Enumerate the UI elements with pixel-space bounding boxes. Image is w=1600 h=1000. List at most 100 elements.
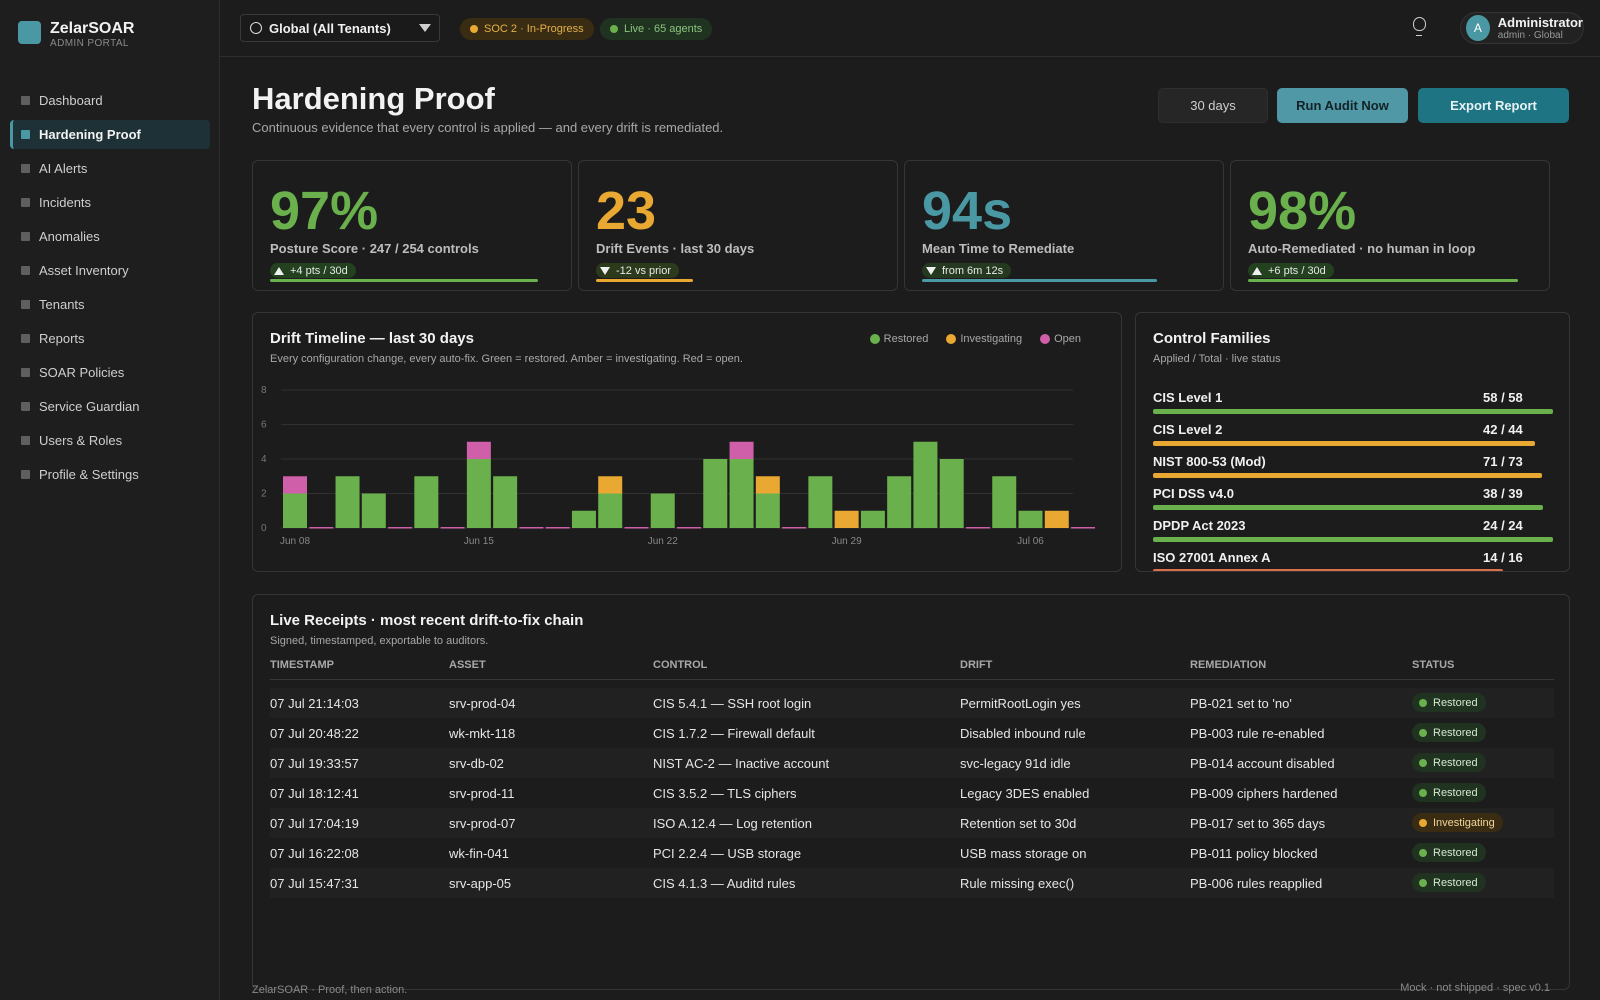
sidebar-item-label: Hardening Proof — [39, 127, 141, 142]
nav-square-icon — [21, 300, 30, 309]
cell-control: NIST AC-2 — Inactive account — [653, 756, 830, 771]
cell-remediation: PB-014 account disabled — [1190, 756, 1335, 771]
soc2-status-badge[interactable]: SOC 2 · In-Progress — [460, 18, 594, 40]
tenant-select[interactable]: Global (All Tenants) — [240, 14, 440, 42]
control-family-name: PCI DSS v4.0 — [1153, 486, 1234, 501]
control-families-card: Control Families Applied / Total · live … — [1135, 312, 1570, 572]
table-row[interactable]: 07 Jul 20:48:22 wk-mkt-118 CIS 1.7.2 — Fir… — [270, 718, 1554, 748]
y-tick-label: 6 — [261, 420, 267, 431]
bar-empty-marker — [1071, 527, 1096, 529]
sidebar-item-label: Asset Inventory — [39, 263, 129, 278]
sidebar-item-soar-policies[interactable]: SOAR Policies — [10, 358, 210, 387]
cell-control: PCI 2.2.4 — USB storage — [653, 846, 802, 861]
control-family-row[interactable]: ISO 27001 Annex A 14 / 16 — [1153, 550, 1553, 571]
column-header-control[interactable]: CONTROL — [653, 659, 708, 671]
status-label: Restored — [1433, 846, 1478, 859]
kpi-trend-badge: +4 pts / 30d — [270, 263, 356, 278]
table-row[interactable]: 07 Jul 15:47:31 srv-app-05 CIS 4.1.3 — Aud… — [270, 868, 1554, 898]
sidebar-item-users-roles[interactable]: Users & Roles — [10, 426, 210, 455]
legend-label: Restored — [883, 333, 929, 345]
sidebar-item-anomalies[interactable]: Anomalies — [10, 222, 210, 251]
run-audit-button[interactable]: Run Audit Now — [1277, 88, 1408, 123]
bar-restored — [860, 510, 885, 528]
control-family-progress-bar — [1153, 409, 1553, 414]
control-family-row[interactable]: CIS Level 1 58 / 58 — [1153, 390, 1553, 416]
kpi-value: 23 — [596, 181, 657, 241]
x-tick-label: Jun 15 — [464, 536, 494, 547]
cell-timestamp: 07 Jul 17:04:19 — [270, 816, 359, 831]
sidebar-item-reports[interactable]: Reports — [10, 324, 210, 353]
brand[interactable]: ZelarSOAR ADMIN PORTAL — [18, 20, 134, 50]
x-tick-label: Jul 06 — [1017, 536, 1044, 547]
table-row[interactable]: 07 Jul 17:04:19 srv-prod-07 ISO A.12.4 — L… — [270, 808, 1554, 838]
control-family-row[interactable]: CIS Level 2 42 / 44 — [1153, 422, 1553, 448]
tenant-select-value: Global (All Tenants) — [269, 20, 391, 36]
date-range-button[interactable]: 30 days — [1158, 88, 1268, 123]
sidebar-item-ai-alerts[interactable]: AI Alerts — [10, 154, 210, 183]
nav-square-icon — [21, 198, 30, 207]
column-header-asset[interactable]: ASSET — [449, 659, 486, 671]
sidebar-item-label: Tenants — [39, 297, 85, 312]
live-receipts-title: Live Receipts · most recent drift-to-fix… — [270, 612, 584, 629]
legend-item-open[interactable]: Open — [1040, 333, 1081, 345]
bar-restored — [1018, 510, 1043, 528]
live-receipts-subtitle: Signed, timestamped, exportable to audit… — [270, 635, 489, 647]
table-row[interactable]: 07 Jul 18:12:41 srv-prod-11 CIS 3.5.2 — TL… — [270, 778, 1554, 808]
column-header-timestamp[interactable]: TIMESTAMP — [270, 659, 334, 671]
column-header-remediation[interactable]: REMEDIATION — [1190, 659, 1267, 671]
bar-restored — [414, 476, 439, 528]
sidebar-item-service-guardian[interactable]: Service Guardian — [10, 392, 210, 421]
table-row[interactable]: 07 Jul 19:33:57 srv-db-02 NIST AC-2 — Inac… — [270, 748, 1554, 778]
live-agents-badge[interactable]: Live · 65 agents — [600, 18, 713, 40]
y-tick-label: 0 — [261, 523, 267, 534]
bar-restored — [808, 476, 833, 528]
table-row[interactable]: 07 Jul 16:22:08 wk-fin-041 PCI 2.2.4 — USB… — [270, 838, 1554, 868]
sidebar-item-tenants[interactable]: Tenants — [10, 290, 210, 319]
kpi-label: Auto-Remediated · no human in loop — [1248, 241, 1476, 256]
control-family-row[interactable]: PCI DSS v4.0 38 / 39 — [1153, 486, 1553, 512]
sidebar-item-dashboard[interactable]: Dashboard — [10, 86, 210, 115]
brand-name: ZelarSOAR — [50, 20, 135, 37]
sidebar-item-label: Dashboard — [39, 93, 103, 108]
kpi-label: Mean Time to Remediate — [922, 241, 1075, 256]
nav-square-icon — [21, 266, 30, 275]
control-family-count: 71 / 73 — [1483, 454, 1523, 469]
bar-empty-marker — [624, 527, 649, 529]
status-dot-icon — [1419, 878, 1427, 887]
sidebar-item-label: AI Alerts — [39, 161, 88, 176]
sidebar: ZelarSOAR ADMIN PORTAL Dashboard Hardenin… — [0, 0, 220, 1000]
legend-item-investigating[interactable]: Investigating — [946, 333, 1022, 345]
column-header-drift[interactable]: DRIFT — [960, 659, 993, 671]
legend-item-restored[interactable]: Restored — [869, 333, 929, 345]
control-family-progress-bar — [1153, 473, 1542, 478]
sidebar-item-profile-settings[interactable]: Profile & Settings — [10, 460, 210, 489]
control-family-row[interactable]: NIST 800-53 (Mod) 71 / 73 — [1153, 454, 1553, 480]
control-families-title: Control Families — [1153, 330, 1271, 347]
cell-timestamp: 07 Jul 19:33:57 — [270, 756, 359, 771]
y-tick-label: 8 — [261, 385, 267, 396]
control-family-name: NIST 800-53 (Mod) — [1153, 454, 1266, 469]
sidebar-item-label: Incidents — [39, 195, 92, 210]
sidebar-item-hardening-proof[interactable]: Hardening Proof — [10, 120, 210, 149]
kpi-trend-label: -12 vs prior — [616, 264, 672, 277]
table-row[interactable]: 07 Jul 21:14:03 srv-prod-04 CIS 5.4.1 — SS… — [270, 688, 1554, 718]
cell-timestamp: 07 Jul 16:22:08 — [270, 846, 359, 861]
bar-investigating — [1044, 510, 1069, 528]
bar-empty-marker — [519, 527, 544, 529]
user-menu[interactable]: A Administrator admin · Global — [1460, 12, 1584, 44]
lightbulb-icon[interactable] — [1413, 17, 1426, 36]
sidebar-item-label: Profile & Settings — [39, 467, 139, 482]
sidebar-item-incidents[interactable]: Incidents — [10, 188, 210, 217]
export-report-button[interactable]: Export Report — [1418, 88, 1569, 123]
x-tick-label: Jun 29 — [832, 536, 862, 547]
nav-square-icon — [21, 130, 30, 139]
column-header-status[interactable]: STATUS — [1412, 659, 1455, 671]
nav-square-icon — [21, 164, 30, 173]
bar-open — [466, 441, 491, 459]
bar-restored — [913, 441, 938, 528]
control-family-name: ISO 27001 Annex A — [1153, 550, 1271, 565]
soc2-status-label: SOC 2 · In-Progress — [484, 23, 584, 35]
control-family-row[interactable]: DPDP Act 2023 24 / 24 — [1153, 518, 1553, 544]
sidebar-item-asset-inventory[interactable]: Asset Inventory — [10, 256, 210, 285]
cell-timestamp: 07 Jul 18:12:41 — [270, 786, 359, 801]
